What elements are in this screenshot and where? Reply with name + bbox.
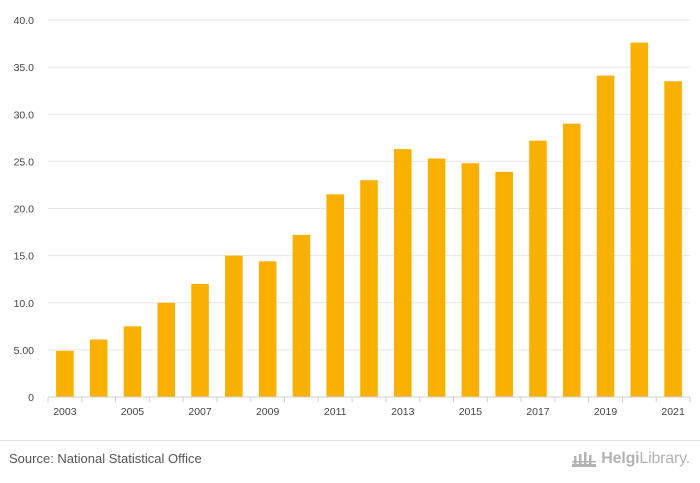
x-tick-label: 2007	[188, 406, 212, 418]
x-tick-label: 2005	[121, 406, 145, 418]
bar-2007	[191, 283, 209, 397]
y-tick-label: 35.0	[14, 62, 35, 74]
y-tick-label: 15.0	[14, 251, 35, 263]
helgi-library-logo[interactable]: HelgiLibrary.	[571, 448, 690, 470]
bar-chart: 0 5.00 10.0 15.0 20.0 25.0 30.0 35.0 40.0 2003 200…	[14, 15, 691, 418]
y-tick-label: 10.0	[14, 298, 35, 310]
x-tick-label: 2011	[324, 406, 347, 418]
bar-2009	[258, 261, 277, 397]
y-tick-label: 30.0	[14, 109, 35, 121]
x-tick-label: 2003	[53, 406, 77, 418]
bar-2008	[225, 255, 243, 397]
bar-2020	[630, 42, 649, 398]
bar-2014	[427, 158, 446, 397]
brand-name: HelgiLibrary.	[601, 450, 690, 467]
y-tick-label: 25.0	[14, 156, 35, 168]
x-tick-label: 2021	[661, 406, 685, 418]
bar-2013	[394, 149, 412, 397]
bar-2012	[360, 180, 378, 397]
y-tick-label: 5.00	[14, 345, 35, 357]
y-tick-label: 20.0	[14, 204, 35, 216]
bar-2018	[562, 123, 581, 398]
y-tick-label: 0	[28, 392, 34, 404]
bar-2006	[157, 302, 176, 397]
footer-divider	[0, 440, 700, 441]
bar-2010	[292, 234, 311, 397]
bar-2017	[529, 140, 547, 397]
x-tick-label: 2013	[391, 406, 415, 418]
x-tick-label: 2009	[256, 406, 280, 418]
bar-2015	[461, 163, 480, 397]
y-tick-label: 40.0	[14, 15, 35, 27]
x-tick-label: 2015	[459, 406, 483, 418]
bar-2005	[123, 326, 142, 397]
bar-2021	[664, 81, 682, 397]
library-building-icon	[572, 452, 597, 467]
x-tick-label: 2019	[594, 406, 618, 418]
bar-2003	[56, 350, 74, 397]
bar-2019	[596, 75, 615, 398]
bar-2011	[326, 194, 344, 397]
x-tick-label: 2017	[526, 406, 550, 418]
bar-2004	[89, 339, 108, 397]
source-note: Source: National Statistical Office	[9, 451, 202, 466]
bar-2016	[495, 171, 513, 397]
